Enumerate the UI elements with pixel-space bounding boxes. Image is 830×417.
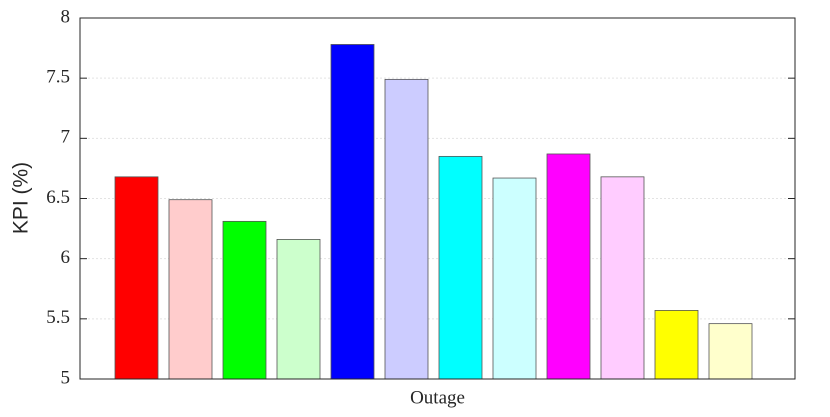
y-tick-label: 6.5 bbox=[46, 187, 70, 208]
y-tick-label: 5.5 bbox=[46, 307, 70, 328]
bar bbox=[384, 78, 429, 380]
y-tick-label: 7 bbox=[61, 127, 71, 148]
bar bbox=[276, 239, 321, 380]
y-tick-label: 5 bbox=[61, 367, 71, 388]
bar bbox=[492, 177, 537, 380]
x-tick-label: Outage bbox=[410, 387, 465, 408]
y-tick-label: 6 bbox=[61, 247, 71, 268]
y-tick-label: 8 bbox=[61, 6, 71, 27]
bar bbox=[330, 44, 375, 380]
bar bbox=[168, 199, 213, 380]
bar bbox=[222, 220, 267, 380]
bar bbox=[546, 153, 591, 380]
bar bbox=[654, 310, 699, 380]
axes-box bbox=[79, 17, 796, 380]
bar bbox=[438, 155, 483, 380]
y-tick-label: 7.5 bbox=[46, 67, 70, 88]
bar bbox=[114, 176, 159, 380]
bar bbox=[708, 323, 753, 380]
y-axis-label: KPI (%) bbox=[10, 162, 33, 234]
bar bbox=[600, 176, 645, 380]
